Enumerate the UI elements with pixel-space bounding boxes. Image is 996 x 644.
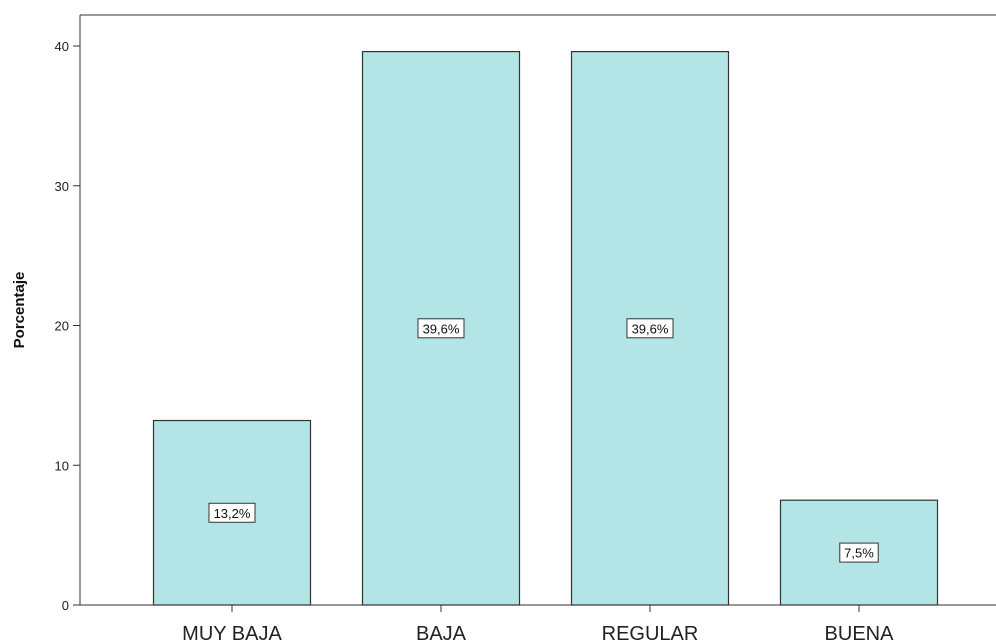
y-tick-label: 30 [55,179,69,194]
data-label-box [626,318,674,339]
y-axis-ticks: 0 10 20 30 40 [55,39,80,613]
x-tick-label: BUENA [825,623,895,644]
bar-regular [570,50,730,606]
x-tick-label: REGULAR [602,623,699,644]
y-tick-label: 10 [55,458,69,473]
x-axis-ticks: MUY BAJA BAJA REGULAR BUENA [182,605,894,644]
y-tick-label: 0 [62,598,69,613]
data-label: 39,6% [632,321,669,336]
x-tick-label: BAJA [416,623,467,644]
data-label-box [417,318,465,339]
data-label: 7,5% [844,546,874,561]
y-tick-label: 20 [55,319,69,334]
data-label: 39,6% [423,321,460,336]
data-labels-group: 13,2% 39,6% 39,6% 7,5% [208,318,879,563]
data-label-box [208,502,256,523]
bars-group [152,50,939,606]
data-label-box [839,542,879,563]
y-axis-title: Porcentaje [11,272,28,349]
data-label: 13,2% [214,506,251,521]
y-tick-label: 40 [55,39,69,54]
x-tick-label: MUY BAJA [182,623,282,644]
